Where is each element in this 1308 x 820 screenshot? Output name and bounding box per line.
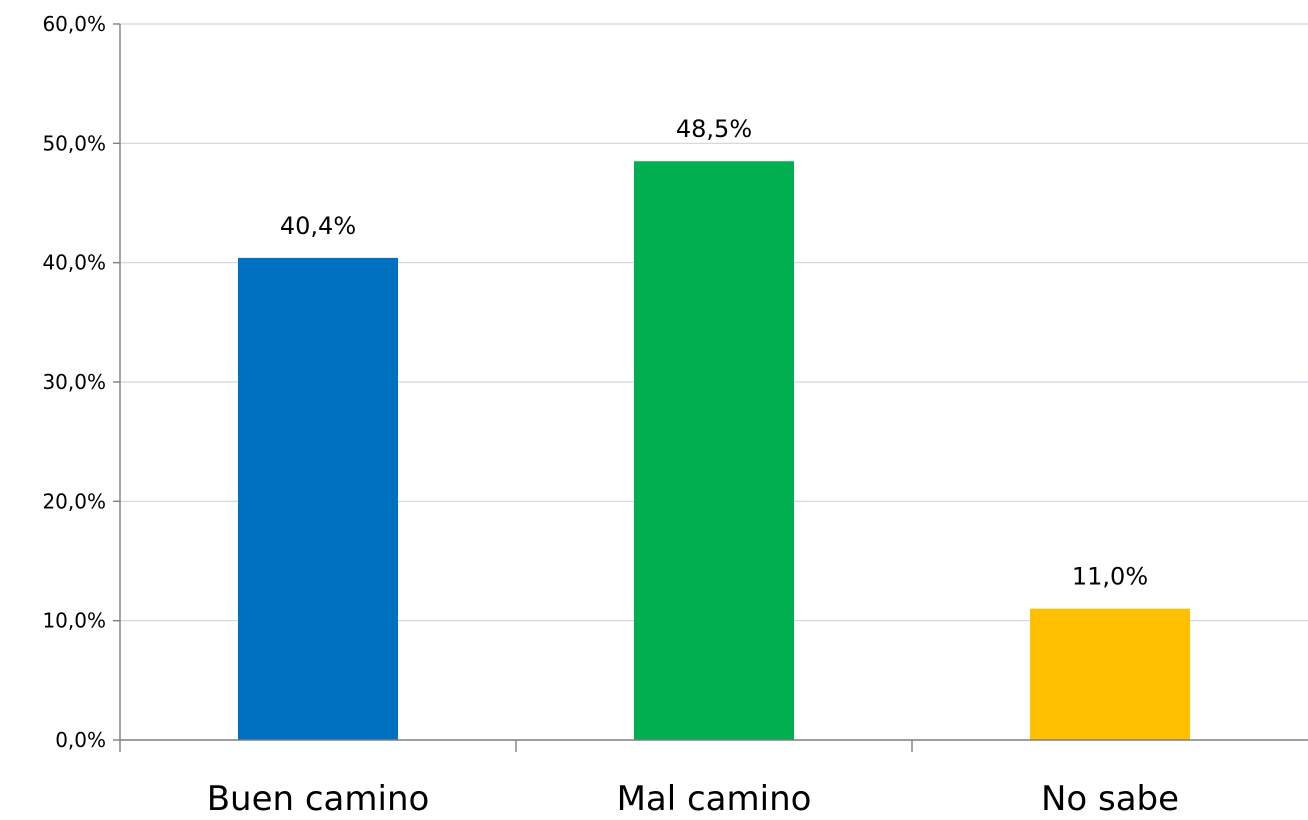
bar	[238, 257, 398, 740]
labels: 0,0% 10,0% 20,0% 30,0% 40,0% 50,0% 60,0% 40,4% B…	[42, 12, 1179, 819]
data-label: 11,0%	[1072, 563, 1148, 591]
y-tick-label: 10,0%	[42, 609, 106, 633]
bar	[634, 161, 794, 740]
y-tick-label: 0,0%	[55, 728, 106, 752]
x-tick-label: Mal camino	[617, 779, 812, 816]
y-tick-label: 50,0%	[42, 131, 106, 155]
y-tick-label: 20,0%	[42, 489, 106, 513]
bars	[238, 161, 1190, 740]
y-tick-label: 40,0%	[42, 251, 106, 275]
data-label: 48,5%	[676, 115, 752, 143]
axes	[113, 23, 1308, 752]
y-tick-label: 30,0%	[42, 370, 106, 394]
x-tick-label: Buen camino	[207, 779, 430, 816]
x-tick-label: No sabe	[1041, 779, 1179, 816]
bar	[1030, 608, 1190, 740]
y-tick-label: 60,0%	[42, 12, 106, 36]
data-label: 40,4%	[280, 212, 356, 240]
